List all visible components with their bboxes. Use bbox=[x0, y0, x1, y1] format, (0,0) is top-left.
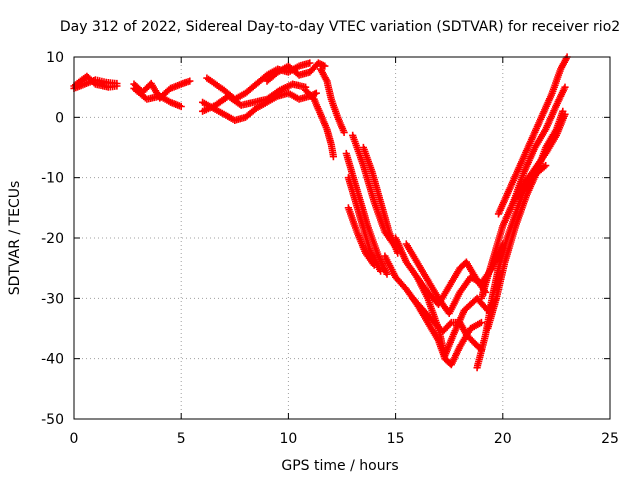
y-axis-label: SDTVAR / TECUs bbox=[7, 181, 23, 296]
x-tick-label: 25 bbox=[601, 431, 619, 447]
data-point bbox=[561, 83, 569, 91]
y-tick-label: -30 bbox=[41, 291, 64, 307]
x-tick-label: 15 bbox=[387, 431, 405, 447]
axis-layer: 0 5 10 15 20 25 -50 -40 -30 -20 -10 0 10 bbox=[41, 50, 619, 447]
y-tick-label: 0 bbox=[55, 110, 64, 126]
x-tick-label: 10 bbox=[279, 431, 297, 447]
data-point bbox=[321, 62, 329, 70]
data-point bbox=[370, 261, 378, 269]
y-tick-label: -20 bbox=[41, 231, 64, 247]
data-point bbox=[377, 267, 385, 275]
data-point bbox=[312, 89, 320, 97]
x-tick-label: 20 bbox=[494, 431, 512, 447]
y-tick-label: 10 bbox=[46, 50, 64, 66]
x-tick-label: 5 bbox=[177, 431, 186, 447]
data-point bbox=[561, 110, 569, 118]
data-point bbox=[306, 59, 314, 67]
y-tick-label: -10 bbox=[41, 171, 64, 187]
data-point bbox=[329, 153, 337, 161]
data-marker bbox=[446, 320, 454, 328]
chart-title: Day 312 of 2022, Sidereal Day-to-day VTE… bbox=[60, 19, 620, 35]
y-tick-label: -50 bbox=[41, 412, 64, 428]
grid-layer bbox=[74, 57, 610, 419]
x-axis-label: GPS time / hours bbox=[281, 458, 398, 474]
data-point bbox=[383, 270, 391, 278]
y-tick-label: -40 bbox=[41, 352, 64, 368]
data-point bbox=[340, 128, 348, 136]
data-point bbox=[542, 162, 550, 170]
x-tick-label: 0 bbox=[70, 431, 79, 447]
data-point bbox=[186, 77, 194, 85]
data-point bbox=[477, 318, 485, 327]
data-layer bbox=[70, 53, 571, 372]
data-point bbox=[177, 102, 185, 111]
data-point bbox=[113, 82, 121, 90]
